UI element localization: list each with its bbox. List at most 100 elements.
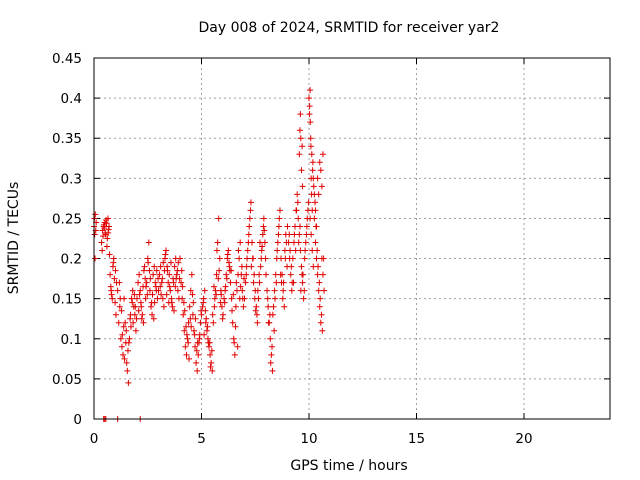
data-point (237, 283, 244, 290)
data-point (227, 279, 234, 286)
data-point (145, 239, 152, 246)
data-point (182, 343, 189, 350)
data-point (180, 299, 187, 306)
data-point (319, 327, 326, 334)
data-point (188, 323, 195, 330)
data-point (265, 303, 272, 310)
data-point (225, 247, 232, 254)
data-point (292, 247, 299, 254)
data-point (312, 207, 319, 214)
y-tick-label: 0.1 (61, 332, 82, 348)
data-point (145, 259, 152, 266)
data-point (146, 287, 153, 294)
data-point (157, 283, 164, 290)
data-point (203, 315, 210, 322)
data-point (193, 347, 200, 354)
x-tick-label: 15 (408, 431, 425, 447)
data-point (141, 263, 148, 270)
data-point (298, 167, 305, 174)
data-point (124, 347, 131, 354)
data-point (240, 303, 247, 310)
data-point (244, 255, 251, 262)
data-point (297, 287, 304, 294)
data-point (299, 271, 306, 278)
x-tick-label: 20 (515, 431, 532, 447)
data-point (178, 267, 185, 274)
data-point (300, 295, 307, 302)
data-point (209, 311, 216, 318)
data-point (221, 299, 228, 306)
data-point (107, 283, 114, 290)
data-point (229, 319, 236, 326)
data-point (106, 251, 113, 258)
data-point (111, 275, 118, 282)
data-point (199, 303, 206, 310)
data-point (112, 311, 119, 318)
data-point (179, 283, 186, 290)
y-tick-label: 0.35 (52, 131, 82, 147)
data-point (186, 303, 193, 310)
data-point (117, 295, 124, 302)
data-point (275, 231, 282, 238)
data-point (310, 263, 317, 270)
data-point (136, 271, 143, 278)
data-point (190, 299, 197, 306)
data-point (183, 331, 190, 338)
data-point (226, 259, 233, 266)
x-tick-label: 5 (197, 431, 206, 447)
data-point (173, 275, 180, 282)
data-point (197, 319, 204, 326)
data-point (221, 295, 228, 302)
data-point (136, 291, 143, 298)
plot-frame (93, 57, 611, 420)
data-point (140, 267, 147, 274)
data-point (115, 319, 122, 326)
y-tick-label: 0.15 (52, 292, 82, 308)
data-point (140, 319, 147, 326)
data-point (241, 275, 248, 282)
data-point (213, 247, 220, 254)
data-point (296, 223, 303, 230)
data-point (100, 233, 107, 240)
data-point (285, 239, 292, 246)
data-point (103, 243, 110, 250)
data-point (276, 207, 283, 214)
data-point (232, 323, 239, 330)
data-point (131, 291, 138, 298)
data-point (259, 231, 266, 238)
data-point (209, 367, 216, 374)
data-point (252, 307, 259, 314)
data-point (98, 239, 105, 246)
data-point (307, 119, 314, 126)
data-point (269, 367, 276, 374)
data-point (281, 303, 288, 310)
data-point (247, 199, 254, 206)
data-point (316, 303, 323, 310)
y-axis-label: SRMTID / TECUs (6, 182, 22, 295)
data-point (207, 351, 214, 358)
data-point (152, 279, 159, 286)
data-point (125, 379, 132, 386)
data-point (163, 291, 170, 298)
data-point (218, 291, 225, 298)
data-point (214, 239, 221, 246)
data-point (155, 287, 162, 294)
data-point (92, 255, 99, 262)
data-point (149, 311, 156, 318)
data-point (298, 263, 305, 270)
data-point (99, 247, 106, 254)
data-point (201, 287, 208, 294)
data-point (142, 275, 149, 282)
data-point (274, 239, 281, 246)
data-point (245, 231, 252, 238)
data-point (295, 215, 302, 222)
data-point (212, 287, 219, 294)
data-point (120, 323, 127, 330)
data-point (294, 199, 301, 206)
y-tick-label: 0.45 (52, 51, 82, 67)
data-point (307, 143, 314, 150)
data-point (118, 307, 125, 314)
data-point (167, 287, 174, 294)
data-point (215, 275, 222, 282)
